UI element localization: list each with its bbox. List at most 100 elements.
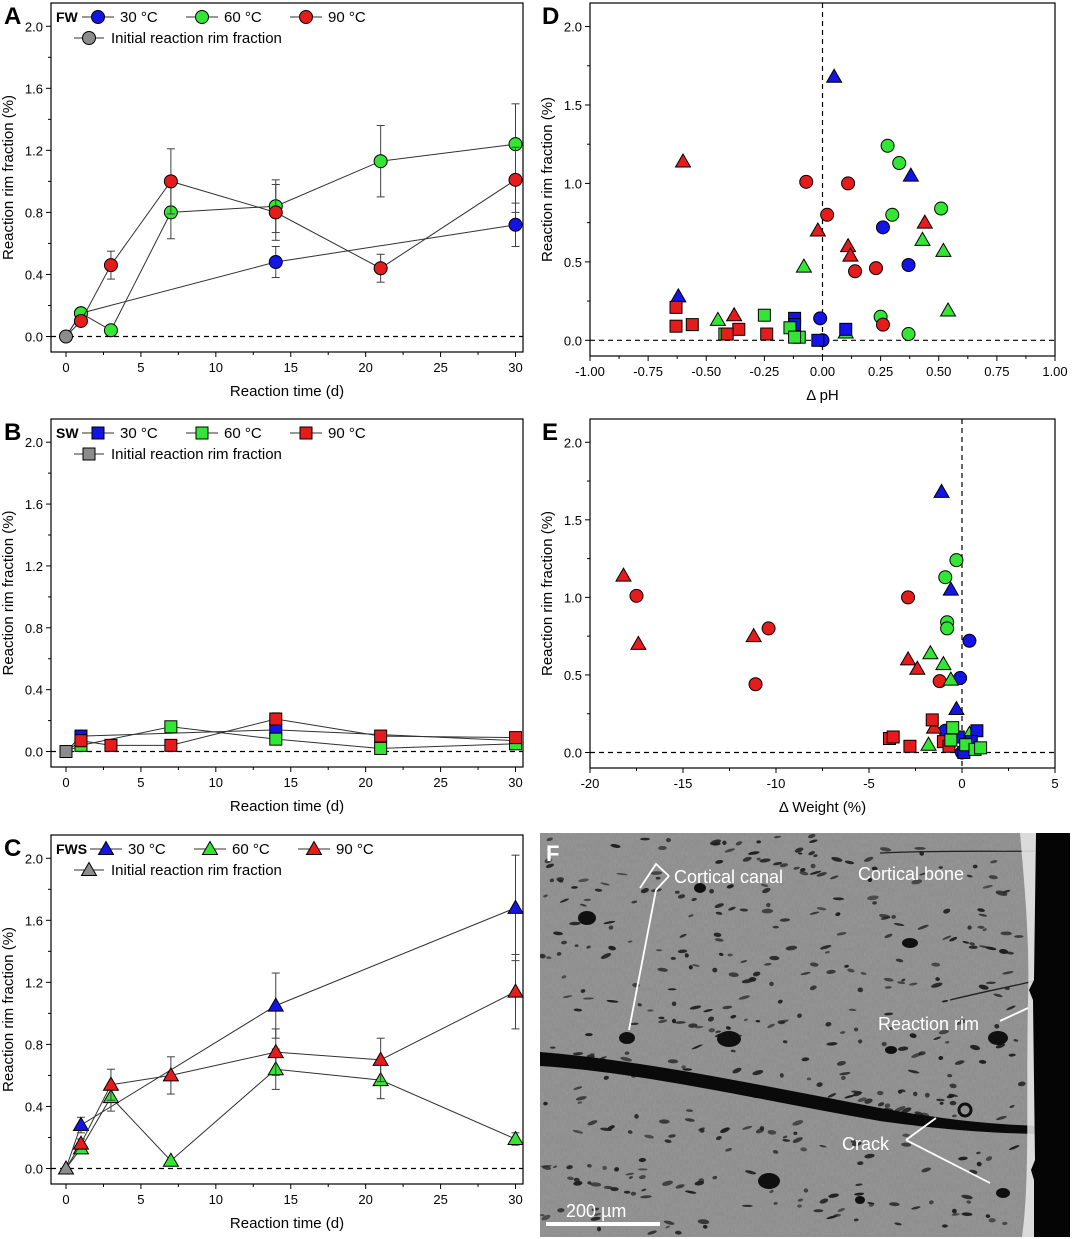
lacuna [708, 1016, 714, 1022]
legend-marker-blue [97, 840, 115, 855]
lacuna [769, 955, 780, 961]
scatter-point-red-circle [932, 674, 947, 689]
lacuna [540, 953, 546, 959]
y-tick-label: 0.4 [25, 683, 43, 698]
lacuna [546, 837, 553, 842]
legend-marker-blue [91, 10, 105, 24]
lacuna [720, 1127, 730, 1134]
plot-frame [50, 2, 524, 353]
lacuna [684, 953, 689, 958]
x-tick-label: 30 [508, 360, 522, 375]
lacuna [857, 1161, 864, 1166]
lacuna [816, 907, 827, 911]
lacuna [844, 964, 849, 968]
data-point-green [374, 741, 388, 755]
lacuna [688, 1023, 698, 1028]
scatter-point-red-square [925, 713, 939, 727]
lacuna [631, 900, 638, 904]
scatter-point-blue-circle [813, 311, 828, 326]
lacuna [541, 1214, 551, 1221]
lacuna [655, 949, 663, 952]
y-tick-label: 0.4 [25, 1099, 43, 1114]
scatter-point-green-square [974, 741, 988, 755]
resin-edge [1029, 833, 1070, 1237]
lacuna [888, 1027, 893, 1030]
lacuna [730, 1049, 736, 1053]
x-tick-label: 0 [62, 360, 69, 375]
lacuna [833, 1213, 841, 1217]
lacuna [585, 1033, 593, 1037]
lacuna [728, 972, 739, 978]
lacuna [657, 1019, 668, 1024]
panel-b-chart: 0 5 10 15 20 25 30 0.0 0.4 0.8 1.2 1.6 2.0 Reaction t… [0, 418, 524, 815]
scatter-point-red-circle [820, 207, 835, 222]
lacuna [740, 960, 748, 963]
x-axis-title: Reaction time (d) [230, 1215, 344, 1232]
y-tick-label: 0.8 [25, 621, 43, 636]
lacuna [1008, 1053, 1016, 1057]
lacuna [844, 860, 855, 865]
scatter-point-green-circle [940, 621, 955, 636]
legend-initial-label: Initial reaction rim fraction [111, 446, 282, 463]
data-point-green [103, 323, 118, 338]
lacuna [637, 1168, 648, 1171]
lacuna [772, 925, 779, 929]
lacuna [864, 1153, 875, 1159]
lacuna [655, 876, 661, 880]
y-tick-label: 2.0 [564, 435, 582, 450]
y-tick-label: 1.6 [25, 81, 43, 96]
lacuna [545, 863, 555, 869]
lacuna [596, 1226, 602, 1232]
x-tick-label: 20 [358, 1192, 372, 1207]
lacuna [679, 933, 687, 938]
reaction-rim-band [1020, 833, 1038, 1237]
lacuna [794, 847, 804, 853]
lacuna [891, 914, 896, 919]
scatter-point-red-circle [875, 317, 890, 332]
lacuna [725, 1148, 733, 1152]
data-point-green [373, 154, 388, 169]
x-tick-label: -15 [674, 776, 693, 791]
lacuna [797, 1204, 802, 1208]
lacuna [610, 844, 621, 848]
scatter-point-green-triangle [935, 655, 952, 671]
lacuna [877, 1102, 885, 1107]
lacuna [792, 1137, 803, 1144]
data-point-green [507, 1130, 524, 1146]
lacuna [1017, 1081, 1026, 1087]
scatter-point-blue-triangle [825, 68, 843, 83]
lacuna [988, 1218, 996, 1223]
lacuna [800, 868, 806, 872]
canal-5 [717, 1031, 741, 1047]
lacuna [712, 1175, 718, 1180]
data-point-blue [268, 255, 283, 270]
lacuna [928, 1200, 934, 1205]
lacuna [573, 1180, 583, 1186]
lacuna [606, 999, 619, 1003]
x-axis-title: Reaction time (d) [230, 798, 344, 815]
y-tick-label: 0.8 [25, 205, 43, 220]
y-tick-label: 1.2 [25, 975, 43, 990]
lacuna [819, 1198, 829, 1204]
lacuna [911, 1206, 921, 1210]
legend-marker-initial [80, 861, 98, 876]
lacuna [938, 866, 943, 869]
lacuna [718, 952, 724, 956]
lacuna [735, 841, 743, 846]
canal-4 [619, 1032, 635, 1044]
lacuna [978, 1059, 987, 1064]
lacuna [698, 1178, 705, 1183]
lacuna [952, 1208, 957, 1214]
lacuna [1002, 889, 1011, 893]
lacuna [1013, 1039, 1019, 1042]
legend-label: 30 °C [120, 9, 158, 26]
lacuna [662, 1180, 673, 1186]
lacuna [760, 883, 769, 887]
lacuna [893, 922, 905, 927]
lacuna [691, 1044, 703, 1050]
lacuna [826, 969, 836, 974]
canal-pointer-2 [628, 875, 670, 1031]
data-point-red [73, 313, 88, 328]
lacuna [918, 1051, 926, 1056]
lacuna [832, 897, 845, 901]
